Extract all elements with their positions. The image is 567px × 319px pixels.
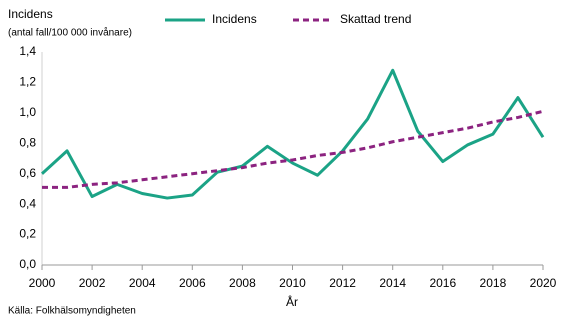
legend-label: Incidens xyxy=(212,12,257,26)
y-tick-label: 0,8 xyxy=(19,135,36,149)
chart-title: Incidens xyxy=(8,7,53,21)
y-tick-label: 1,0 xyxy=(19,105,36,119)
x-tick-label: 2004 xyxy=(129,276,156,290)
chart-subtitle: (antal fall/100 000 invånare) xyxy=(8,27,132,39)
x-axis-label: År xyxy=(286,294,298,309)
y-tick-label: 0,0 xyxy=(19,257,36,271)
x-tick-label: 2012 xyxy=(329,276,356,290)
x-tick-label: 2000 xyxy=(29,276,56,290)
y-tick-label: 0,4 xyxy=(19,196,36,210)
line-series xyxy=(42,109,544,189)
line-series xyxy=(40,68,545,200)
x-tick-label: 2014 xyxy=(379,276,406,290)
y-tick-label: 0,2 xyxy=(19,227,36,241)
y-tick-label: 1,4 xyxy=(19,44,36,58)
x-tick-label: 2016 xyxy=(429,276,456,290)
x-tick-label: 2010 xyxy=(279,276,306,290)
x-tick-label: 2018 xyxy=(480,276,507,290)
x-tick-label: 2008 xyxy=(229,276,256,290)
x-tick-label: 2002 xyxy=(79,276,106,290)
x-tick-label: 2006 xyxy=(179,276,206,290)
legend-label: Skattad trend xyxy=(340,12,411,26)
y-tick-label: 1,2 xyxy=(19,75,36,89)
source-note: Källa: Folkhälsomyndigheten xyxy=(8,306,136,317)
x-tick-label: 2020 xyxy=(530,276,557,290)
y-tick-label: 0,6 xyxy=(19,166,36,180)
